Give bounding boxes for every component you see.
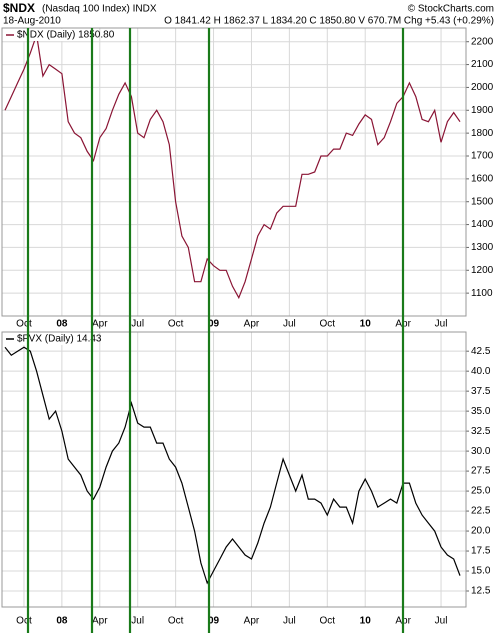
x-tick-label: 10 (360, 319, 372, 330)
y-tick-label: 12.5 (471, 586, 491, 597)
x-tick-label: Apr (244, 616, 260, 627)
y-tick-label: 1400 (471, 219, 494, 230)
x-tick-label: Oct (168, 616, 184, 627)
plot-area (2, 28, 466, 316)
y-tick-label: 2200 (471, 36, 494, 47)
price-line (4, 346, 461, 585)
y-tick-label: 37.5 (471, 386, 491, 397)
x-tick-label: Apr (92, 616, 108, 627)
y-tick-label: 25.0 (471, 486, 491, 497)
x-tick-label: Oct (320, 616, 336, 627)
x-tick-label: Jul (131, 319, 144, 330)
y-tick-label: 2000 (471, 82, 494, 93)
y-tick-label: 40.0 (471, 366, 491, 377)
x-tick-label: Jul (435, 616, 448, 627)
plot-frame (1, 331, 467, 608)
x-tick-label: Jul (435, 319, 448, 330)
y-tick-label: 2100 (471, 59, 494, 70)
legend-label: $FVX (Daily) 14.43 (17, 334, 102, 345)
y-tick-label: 15.0 (471, 566, 491, 577)
x-tick-label: Oct (16, 616, 32, 627)
x-tick-label: Oct (320, 319, 336, 330)
y-tick-label: 1100 (471, 288, 493, 299)
x-tick-label: Apr (244, 319, 260, 330)
x-tick-label: Jul (283, 319, 296, 330)
y-tick-label: 1800 (471, 128, 494, 139)
y-tick-label: 17.5 (471, 546, 491, 557)
y-tick-label: 27.5 (471, 466, 491, 477)
quote: O 1841.42 H 1862.37 L 1834.20 C 1850.80 … (164, 16, 494, 27)
y-tick-label: 22.5 (471, 506, 491, 517)
x-tick-label: 10 (360, 616, 372, 627)
x-tick-label: 09 (208, 319, 220, 330)
legend-background (3, 29, 95, 41)
legend-label: $NDX (Daily) 1850.80 (17, 30, 115, 41)
x-tick-label: 08 (56, 319, 68, 330)
y-tick-label: 42.5 (471, 346, 491, 357)
y-tick-label: 1600 (471, 173, 494, 184)
symbol: $NDX (3, 1, 35, 15)
x-tick-label: 09 (208, 616, 220, 627)
plot-frame (1, 27, 467, 317)
quote-date: 18-Aug-2010 (3, 16, 61, 27)
x-tick-label: Oct (168, 319, 184, 330)
legend-background (3, 333, 95, 345)
plots: 1100 1200 1300 1400 1500 1600 1700 1800 1900 2000… (1, 27, 494, 627)
y-tick-label: 35.0 (471, 406, 491, 417)
y-tick-label: 1300 (471, 242, 494, 253)
plot-area (2, 332, 466, 607)
symbol-name: (Nasdaq 100 Index) INDX (42, 4, 157, 15)
x-tick-label: Apr (92, 319, 108, 330)
y-tick-label: 20.0 (471, 526, 491, 537)
y-tick-label: 30.0 (471, 446, 491, 457)
price-line (4, 34, 461, 300)
x-tick-label: 08 (56, 616, 68, 627)
x-tick-label: Oct (16, 319, 32, 330)
y-tick-label: 32.5 (471, 426, 491, 437)
y-tick-label: 1900 (471, 105, 494, 116)
annotation-lines (26, 28, 405, 633)
y-tick-label: 1200 (471, 265, 494, 276)
x-tick-label: Jul (283, 616, 296, 627)
y-tick-label: 1500 (471, 196, 494, 207)
y-tick-label: 1700 (471, 151, 494, 162)
x-tick-label: Jul (131, 616, 144, 627)
copyright: © StockCharts.com (408, 4, 494, 15)
